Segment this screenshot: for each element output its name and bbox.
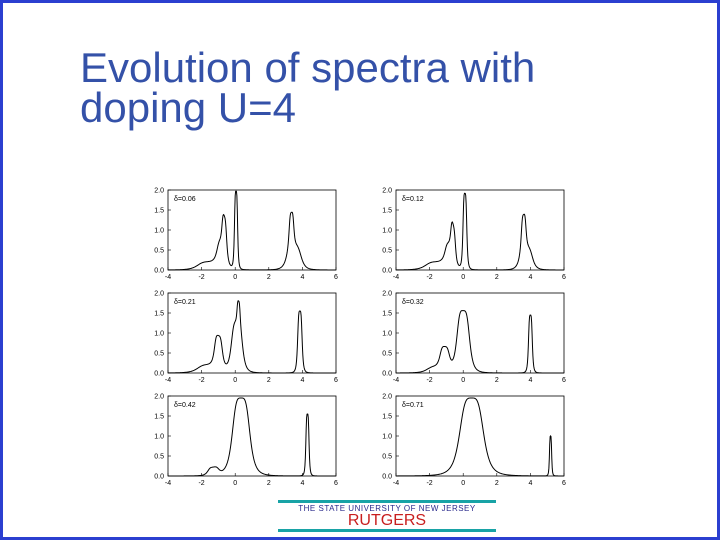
y-tick-label: 0.0 — [154, 371, 164, 378]
x-tick-label: -4 — [393, 274, 399, 281]
spectrum-curve — [395, 192, 564, 271]
x-tick-label: -4 — [393, 480, 399, 487]
doping-label: δ=0.71 — [402, 402, 424, 409]
y-tick-label: 2.0 — [154, 188, 164, 195]
y-tick-label: 1.5 — [154, 311, 164, 318]
spectrum-curve — [396, 310, 564, 374]
x-tick-label: 2 — [267, 274, 271, 281]
y-tick-label: 2.0 — [382, 188, 392, 195]
y-tick-label: 1.5 — [382, 208, 392, 215]
spectrum-panel-1: 0.0 0.5 1.0 1.5 2.0 -4 -2 0 2 4 6 δ=0.06 — [154, 188, 338, 282]
x-tick-label: -4 — [165, 377, 171, 384]
x-tick-label: -2 — [198, 480, 204, 487]
x-tick-label: 4 — [300, 377, 304, 384]
spectrum-panel-4: 0.0 0.5 1.0 1.5 2.0 -4 -2 0 2 4 6 δ=0.32 — [382, 291, 566, 385]
y-tick-label: 1.0 — [382, 228, 392, 235]
spectrum-curve — [168, 397, 336, 477]
y-tick-label: 0.5 — [382, 454, 392, 461]
y-tick-label: 0.0 — [154, 474, 164, 481]
x-tick-label: 2 — [495, 480, 499, 487]
title-line-1: Evolution of spectra with — [80, 44, 536, 91]
x-tick-label: 6 — [562, 377, 566, 384]
y-tick-label: 0.0 — [382, 474, 392, 481]
x-tick-label: -4 — [165, 480, 171, 487]
spectrum-panel-3: 0.0 0.5 1.0 1.5 2.0 -4 -2 0 2 4 6 δ=0.21 — [154, 291, 338, 385]
x-tick-label: 4 — [300, 480, 304, 487]
y-tick-label: 0.0 — [154, 268, 164, 275]
y-tick-label: 2.0 — [382, 394, 392, 401]
x-tick-label: -2 — [426, 480, 432, 487]
x-tick-label: 4 — [528, 480, 532, 487]
y-tick-label: 2.0 — [382, 291, 392, 298]
y-tick-label: 1.5 — [382, 414, 392, 421]
x-tick-label: 4 — [528, 377, 532, 384]
x-tick-label: 6 — [334, 274, 338, 281]
logo-university-text: THE STATE UNIVERSITY OF NEW JERSEY — [298, 504, 476, 513]
x-tick-label: 4 — [300, 274, 304, 281]
y-tick-label: 1.0 — [382, 434, 392, 441]
y-tick-label: 2.0 — [154, 394, 164, 401]
slide-title: Evolution of spectra with doping U=4 — [80, 44, 680, 131]
x-tick-label: 6 — [562, 480, 566, 487]
logo-rutgers-text: RUTGERS — [347, 512, 427, 529]
y-tick-label: 1.5 — [154, 414, 164, 421]
y-tick-label: 1.0 — [154, 228, 164, 235]
x-tick-label: -2 — [426, 377, 432, 384]
x-tick-label: 0 — [461, 480, 465, 487]
x-tick-label: 0 — [233, 480, 237, 487]
spectrum-panel-5: 0.0 0.5 1.0 1.5 2.0 -4 -2 0 2 4 6 δ=0.42 — [154, 394, 338, 488]
x-tick-label: -4 — [165, 274, 171, 281]
y-tick-label: 0.5 — [382, 351, 392, 358]
spectrum-panel-2: 0.0 0.5 1.0 1.5 2.0 -4 -2 0 2 4 6 δ=0.12 — [382, 188, 566, 282]
x-tick-label: 4 — [528, 274, 532, 281]
logo-top-bar — [278, 500, 496, 503]
doping-label: δ=0.42 — [174, 402, 196, 409]
x-tick-label: -2 — [426, 274, 432, 281]
logo-bottom-bar — [278, 529, 496, 532]
x-tick-label: 2 — [267, 377, 271, 384]
y-tick-label: 1.0 — [382, 331, 392, 338]
y-tick-label: 1.5 — [382, 311, 392, 318]
x-tick-label: 2 — [267, 480, 271, 487]
x-tick-label: 2 — [495, 274, 499, 281]
doping-label: δ=0.12 — [402, 196, 424, 203]
y-tick-label: 0.0 — [382, 268, 392, 275]
y-tick-label: 0.5 — [154, 248, 164, 255]
rutgers-logo: THE STATE UNIVERSITY OF NEW JERSEY RUTGE… — [278, 500, 496, 534]
x-tick-label: 2 — [495, 377, 499, 384]
y-tick-label: 2.0 — [154, 291, 164, 298]
x-tick-label: 0 — [461, 274, 465, 281]
title-line-2: doping U=4 — [80, 84, 297, 131]
y-tick-label: 1.0 — [154, 331, 164, 338]
y-tick-label: 0.5 — [154, 351, 164, 358]
x-tick-label: 6 — [562, 274, 566, 281]
y-tick-label: 0.5 — [382, 248, 392, 255]
x-tick-label: 6 — [334, 377, 338, 384]
spectrum-panel-6: 0.0 0.5 1.0 1.5 2.0 -4 -2 0 2 4 6 δ=0.71 — [382, 394, 566, 488]
spectrum-curve — [168, 190, 336, 271]
x-tick-label: -2 — [198, 274, 204, 281]
doping-label: δ=0.21 — [174, 299, 196, 306]
spectrum-curve — [168, 300, 336, 374]
y-tick-label: 1.0 — [154, 434, 164, 441]
x-tick-label: 0 — [233, 377, 237, 384]
y-tick-label: 0.5 — [154, 454, 164, 461]
x-tick-label: 6 — [334, 480, 338, 487]
x-tick-label: 0 — [233, 274, 237, 281]
x-tick-label: -2 — [198, 377, 204, 384]
x-tick-label: 0 — [461, 377, 465, 384]
spectrum-curve — [396, 397, 564, 477]
doping-label: δ=0.06 — [174, 196, 196, 203]
x-tick-label: -4 — [393, 377, 399, 384]
y-tick-label: 1.5 — [154, 208, 164, 215]
doping-label: δ=0.32 — [402, 299, 424, 306]
y-tick-label: 0.0 — [382, 371, 392, 378]
